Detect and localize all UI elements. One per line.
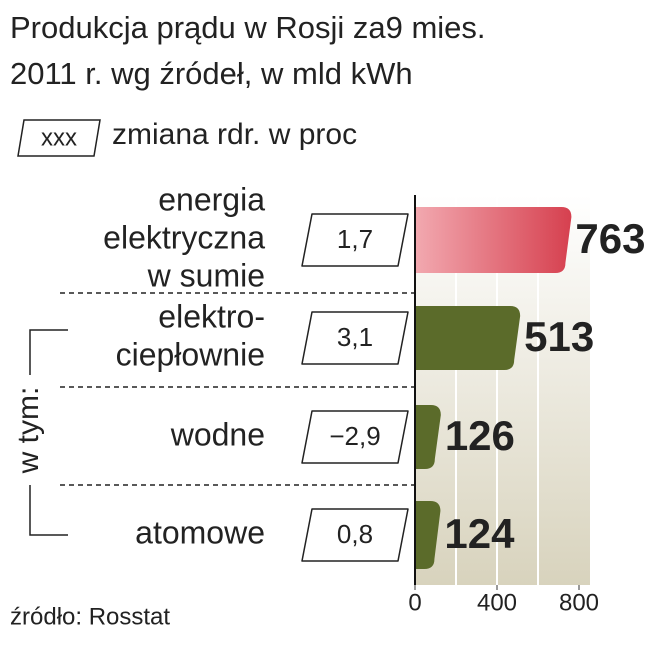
value-label: 126 <box>445 412 515 459</box>
legend-text: zmiana rdr. w proc <box>112 118 357 151</box>
change-box <box>301 410 409 464</box>
category-label: w sumie <box>147 257 265 293</box>
category-label: atomowe <box>135 514 265 550</box>
x-tick-label: 0 <box>408 589 421 616</box>
bar <box>415 306 521 370</box>
change-label: 0,8 <box>337 519 373 549</box>
legend-box <box>17 119 101 157</box>
group-label: w tym: <box>12 387 45 475</box>
change-label: −2,9 <box>329 421 380 451</box>
x-tick-label: 400 <box>477 589 517 616</box>
x-tick-label: 800 <box>559 589 599 616</box>
legend-box-label: xxx <box>41 124 77 151</box>
group-bracket <box>29 329 68 536</box>
source: źródło: Rosstat <box>10 603 170 630</box>
title-line: Produkcja prądu w Rosji za9 mies. <box>10 10 486 45</box>
value-label: 513 <box>524 313 594 360</box>
value-label: 124 <box>444 510 515 557</box>
category-label: ciepłownie <box>116 336 265 372</box>
value-label: 763 <box>575 215 645 262</box>
change-label: 3,1 <box>337 322 373 352</box>
change-box <box>301 508 409 562</box>
category-label: energia <box>158 181 265 217</box>
change-box <box>301 311 409 365</box>
category-label: wodne <box>170 416 265 452</box>
change-label: 1,7 <box>337 224 373 254</box>
bar <box>415 501 441 569</box>
category-label: elektryczna <box>103 219 265 255</box>
bar <box>415 405 441 469</box>
change-box <box>301 213 409 267</box>
title-line: 2011 r. wg źródeł, w mld kWh <box>10 56 413 91</box>
bar <box>415 207 572 273</box>
category-label: elektro- <box>158 298 265 334</box>
